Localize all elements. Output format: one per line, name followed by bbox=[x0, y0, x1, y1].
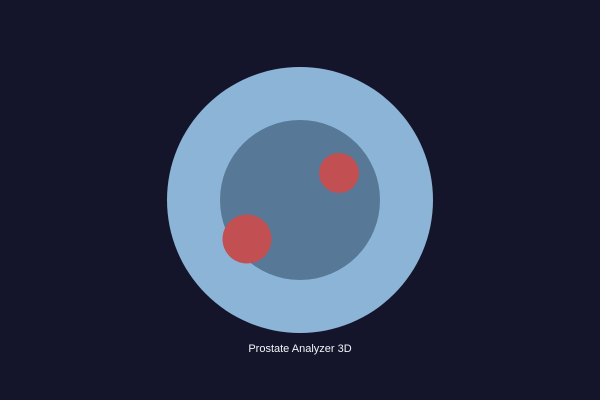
lesion-upper-right[interactable] bbox=[319, 153, 359, 193]
lesion-lower-left[interactable] bbox=[222, 214, 272, 264]
app-title: Prostate Analyzer 3D bbox=[248, 343, 352, 355]
